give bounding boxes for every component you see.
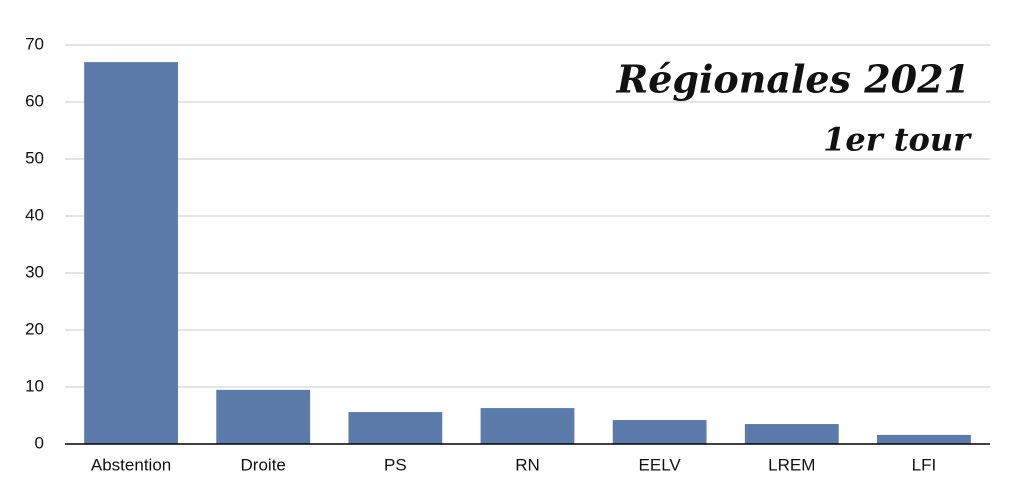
bar — [216, 389, 311, 444]
y-tick-label: 50 — [25, 148, 44, 167]
y-tick-label: 70 — [25, 34, 44, 53]
bar — [877, 434, 971, 444]
y-tick-label: 60 — [25, 91, 44, 110]
bar — [480, 408, 575, 444]
y-tick-label: 0 — [35, 433, 44, 452]
y-tick-label: 10 — [25, 376, 44, 395]
bar — [348, 412, 443, 444]
x-tick-label: RN — [515, 455, 540, 474]
x-tick-label: Droite — [241, 455, 286, 474]
x-tick-label: PS — [384, 455, 407, 474]
x-tick-label: LFI — [912, 455, 937, 474]
bar — [84, 62, 178, 444]
y-tick-label: 40 — [25, 205, 44, 224]
y-tick-label: 20 — [25, 319, 44, 338]
bar — [612, 420, 707, 444]
x-tick-label: Abstention — [91, 455, 171, 474]
y-tick-label: 30 — [25, 262, 44, 281]
x-tick-label: EELV — [639, 455, 682, 474]
bar — [744, 424, 839, 444]
x-tick-label: LREM — [768, 455, 815, 474]
chart-title: Régionales 2021 — [616, 57, 970, 102]
chart-subtitle: 1er tour — [823, 121, 972, 159]
